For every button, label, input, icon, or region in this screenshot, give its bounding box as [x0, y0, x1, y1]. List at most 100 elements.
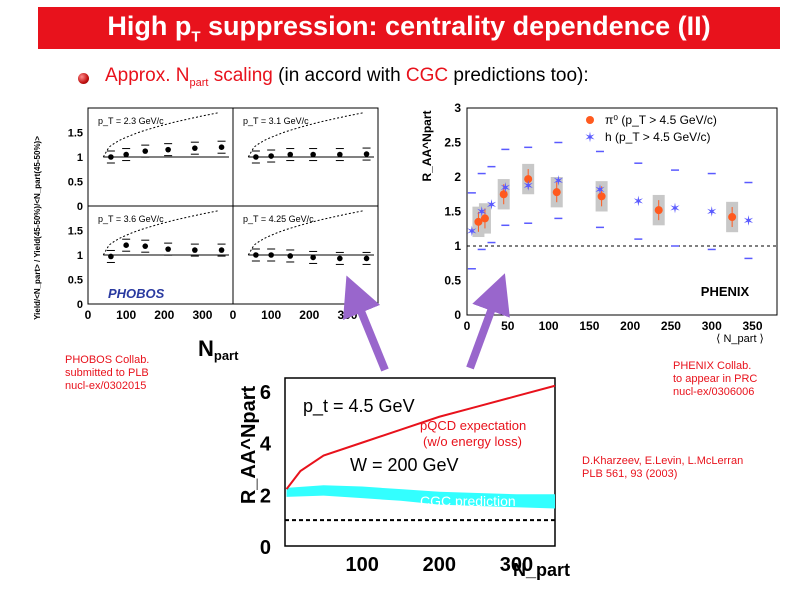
phobos-y-tick-label: 1.5	[68, 128, 83, 140]
phenix-pi0-point	[728, 213, 737, 222]
bullet-icon	[78, 73, 89, 84]
phobos-y-tick-label: 0	[77, 299, 83, 311]
phenix-x-tick-label: 150	[579, 319, 599, 333]
phenix-x-tick-label: 0	[464, 319, 471, 333]
phenix-legend-pi0: π⁰ (p_T > 4.5 GeV/c)	[605, 113, 717, 127]
phenix-y-tick-label: 3	[454, 101, 461, 115]
phenix-pi0-point	[524, 175, 533, 184]
phenix-legend-h-marker: ✶	[584, 129, 596, 145]
phobos-point	[287, 253, 294, 259]
phobos-point	[142, 243, 149, 249]
phobos-x-tick-label: 300	[192, 308, 212, 322]
klm-x-axis-label: N_part	[513, 560, 570, 580]
phobos-point	[268, 153, 274, 159]
phobos-panel-label: p_T = 3.6 GeV/c	[98, 214, 164, 224]
phenix-hadron-point: ✶	[743, 212, 755, 228]
phenix-hadron-point: ✶	[632, 193, 644, 209]
phenix-y-axis-label: R_AA^Npart	[420, 110, 434, 181]
phobos-y-axis-label: Yield/<N_part> / Yield(45-50%)/<N_part(4…	[33, 136, 42, 320]
klm-pqcd-line	[285, 384, 556, 490]
phenix-pi0-point	[654, 206, 663, 215]
phobos-point	[363, 151, 370, 157]
arrow-to-phobos	[343, 275, 389, 372]
phobos-y-tick-label: 1	[77, 152, 83, 164]
phobos-y-tick-label: 1	[77, 250, 83, 262]
klm-y-tick-label: 4	[260, 434, 272, 456]
phenix-y-tick-label: 0.5	[444, 274, 461, 288]
phenix-pi0-point	[597, 192, 606, 201]
title-bar: High pT suppression: centrality dependen…	[38, 7, 780, 49]
phobos-point	[192, 247, 198, 253]
phenix-hadron-point: ✶	[476, 204, 488, 220]
phobos-point	[337, 255, 343, 262]
phenix-y-tick-label: 1	[454, 239, 461, 253]
phobos-panel-label: p_T = 2.3 GeV/c	[98, 116, 164, 126]
phobos-y-tick-label: 0.5	[68, 275, 83, 287]
phobos-logo: PHOBOS	[108, 286, 165, 301]
phenix-logo: PHENIX	[701, 284, 750, 299]
phobos-point	[253, 252, 259, 258]
klm-chart: 0 2 4 6 100 200 300 p_t = 4.5 GeV W = 200 GeV pQC…	[238, 377, 570, 580]
phenix-y-tick-label: 2	[454, 170, 461, 184]
phobos-y-tick-label: 0	[77, 201, 83, 213]
phobos-point	[123, 242, 129, 248]
phobos-point	[218, 247, 225, 253]
phobos-y-tick-label: 1.5	[68, 226, 83, 238]
phenix-pi0-point	[474, 217, 483, 226]
klm-annotation-pt: p_t = 4.5 GeV	[303, 396, 415, 417]
phobos-point	[310, 254, 316, 261]
phenix-hadron-point: ✶	[706, 204, 718, 220]
phobos-point	[218, 144, 225, 150]
phenix-x-tick-label: 250	[661, 319, 681, 333]
phobos-point	[253, 154, 259, 160]
phenix-hadron-point: ✶	[594, 181, 606, 197]
phobos-point	[108, 253, 114, 260]
phobos-point	[363, 255, 370, 262]
phenix-x-tick-label: 200	[620, 319, 640, 333]
klm-y-axis-label: R_AA^Npart	[238, 385, 260, 504]
klm-annotation-cgc: CGC prediction	[420, 493, 516, 509]
phenix-pi0-point	[552, 188, 561, 197]
phenix-y-tick-label: 2.5	[444, 136, 461, 150]
klm-y-tick-label: 2	[260, 485, 271, 507]
slide-title: High pT suppression: centrality dependen…	[107, 11, 711, 46]
phenix-pi0-point	[480, 214, 489, 223]
phenix-hadron-point: ✶	[522, 177, 534, 193]
phenix-x-tick-label: 350	[743, 319, 763, 333]
phenix-y-tick-label: 0	[454, 308, 461, 322]
phobos-x-tick-label: 200	[154, 308, 174, 322]
phenix-hadron-point: ✶	[466, 223, 478, 239]
phenix-hadron-point: ✶	[669, 200, 681, 216]
arrow-to-phenix	[466, 273, 510, 370]
phenix-legend-h: h (p_T > 4.5 GeV/c)	[605, 130, 711, 144]
klm-citation: D.Kharzeev, E.Levin, L.McLerran PLB 561, …	[582, 455, 744, 480]
klm-annotation-pqcd-note: (w/o energy loss)	[423, 434, 522, 449]
phobos-citation: PHOBOS Collab. submitted to PLB nucl-ex/03…	[65, 354, 150, 392]
phobos-point	[310, 151, 316, 158]
klm-frame	[284, 377, 556, 547]
klm-cgc-band	[286, 485, 555, 509]
klm-x-tick-label: 300	[500, 554, 533, 576]
phobos-x-tick-label: 100	[261, 308, 281, 322]
klm-annotation-w: W = 200 GeV	[350, 455, 459, 475]
phobos-point	[165, 146, 171, 153]
phenix-x-tick-label: 50	[501, 319, 515, 333]
phobos-point	[268, 252, 274, 258]
phenix-x-tick-label: 300	[702, 319, 722, 333]
phobos-x-axis-label: Npart	[198, 336, 239, 363]
phobos-point	[287, 151, 294, 158]
klm-y-tick-label: 0	[260, 537, 271, 559]
phobos-panel-label: p_T = 4.25 GeV/c	[243, 214, 314, 224]
klm-x-tick-label: 100	[345, 554, 378, 576]
phenix-citation: PHENIX Collab. to appear in PRC nucl-ex/03…	[673, 360, 758, 398]
phobos-x-tick-label: 0	[85, 308, 92, 322]
bullet-text: Approx. Npart scaling (in accord with CG…	[105, 65, 589, 89]
klm-annotation-pqcd: pQCD expectation	[420, 418, 526, 433]
phenix-chart: 00.511.522.530 50 100 150 200 250 300 350✶✶✶✶ ✶ ✶…	[420, 101, 778, 345]
phenix-x-tick-label: 100	[539, 319, 559, 333]
phenix-pi0-point	[499, 190, 508, 199]
klm-x-tick-label: 200	[423, 554, 456, 576]
phobos-point	[165, 246, 171, 252]
phenix-legend-pi0-marker	[586, 116, 594, 124]
phobos-point	[192, 145, 198, 151]
